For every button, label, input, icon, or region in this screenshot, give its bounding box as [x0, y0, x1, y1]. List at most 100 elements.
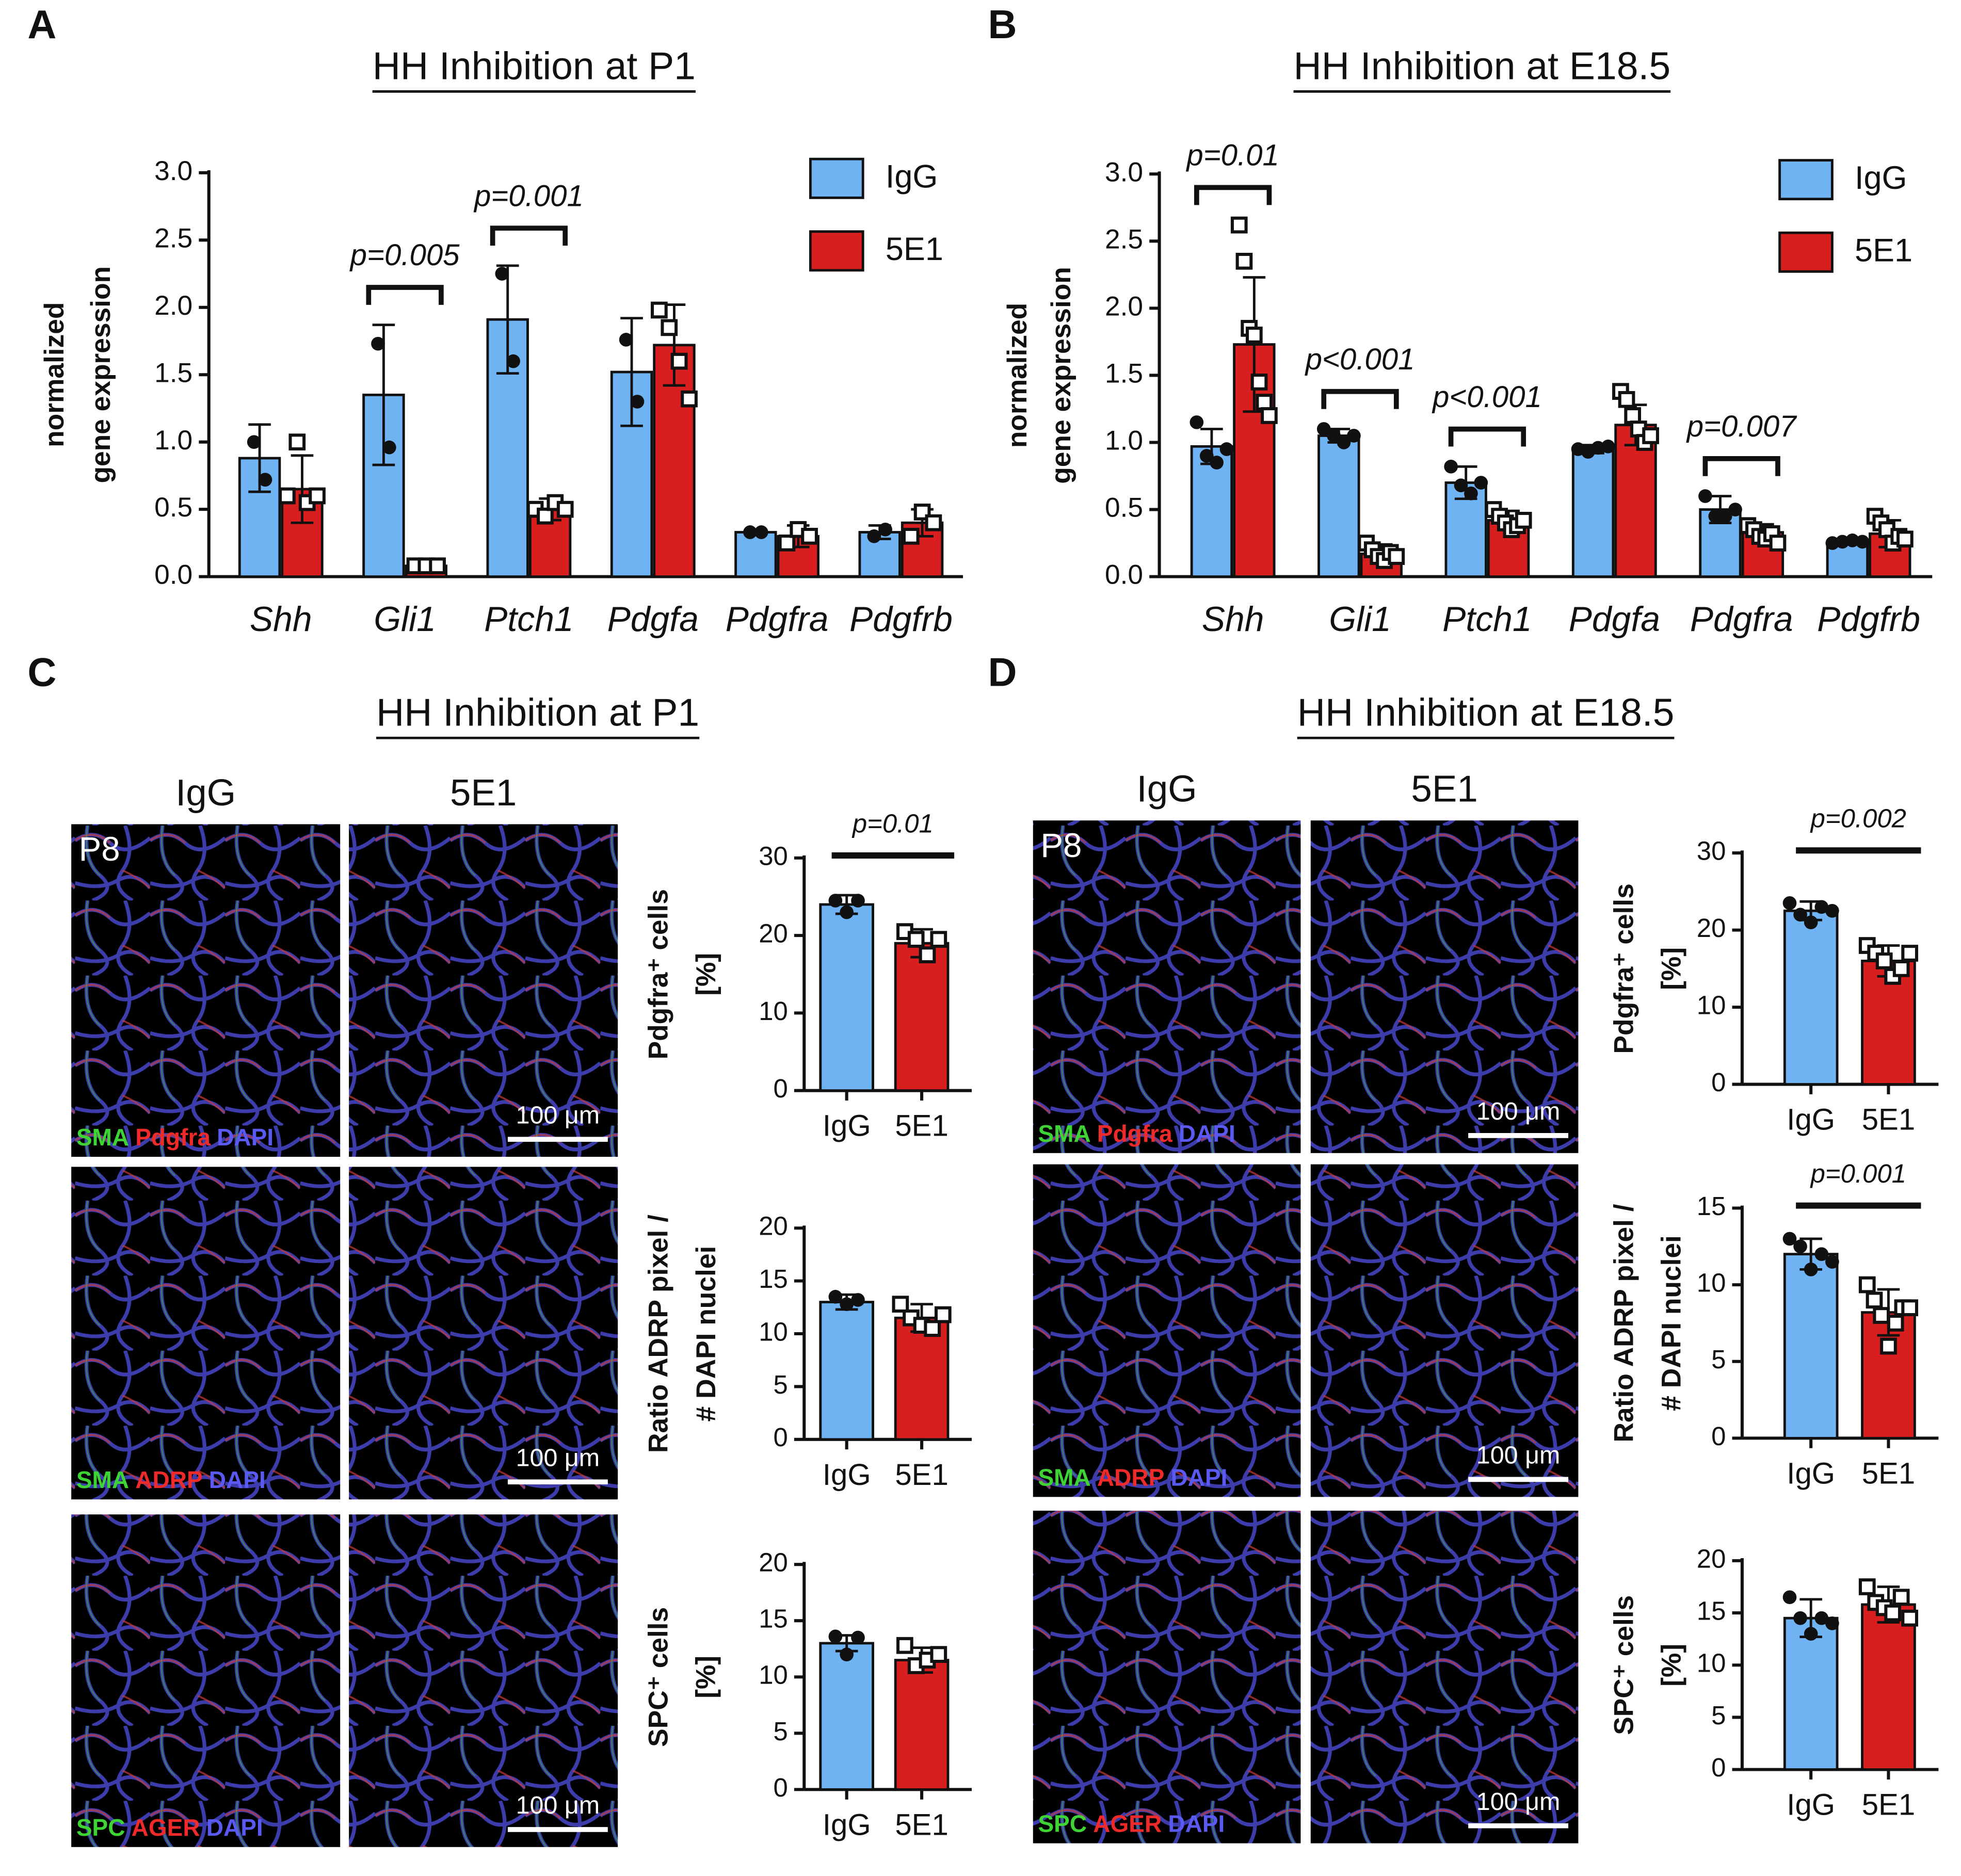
y-tick-label: 20	[1697, 1544, 1726, 1573]
y-tick-label: 20	[759, 1548, 788, 1577]
legend-label: IgG	[886, 159, 938, 195]
data-point	[1814, 900, 1829, 914]
x-tick-label: IgG	[1787, 1457, 1835, 1490]
micrograph	[349, 1514, 618, 1847]
y-tick-label: 2.0	[154, 290, 192, 321]
significance-bracket	[1702, 456, 1780, 476]
panel-letter: B	[988, 3, 1017, 47]
y-axis-label: # DAPI nuclei	[691, 1246, 721, 1422]
y-tick-label: 2.5	[1105, 224, 1143, 254]
significance-label: p=0.001	[473, 179, 584, 213]
x-tick-label: IgG	[823, 1109, 871, 1143]
data-point	[828, 894, 843, 908]
panel-title: HH Inhibition at E18.5	[1297, 690, 1675, 734]
stain-label: SMA ADRP DAPI	[1038, 1464, 1227, 1491]
data-point	[1814, 1611, 1829, 1625]
y-tick-label: 30	[1697, 836, 1726, 866]
x-tick-label: 5E1	[1862, 1103, 1915, 1137]
y-axis-label: normalized	[39, 302, 70, 447]
stain: SMA	[76, 1124, 129, 1151]
column-header: IgG	[175, 772, 236, 814]
stain: AGER	[1093, 1810, 1162, 1837]
stain-label: SPC AGER DAPI	[76, 1814, 263, 1841]
micrograph	[71, 1167, 341, 1500]
stain-label: SMA Pdgfra DAPI	[1038, 1120, 1235, 1147]
x-tick-label: IgG	[823, 1458, 871, 1492]
data-point	[1901, 1609, 1918, 1627]
column-header: IgG	[1137, 768, 1197, 810]
y-tick-label: 2.5	[154, 223, 192, 253]
y-axis-label: gene expression	[1046, 267, 1076, 484]
data-point	[828, 1290, 843, 1304]
data-point	[1190, 415, 1204, 429]
data-point	[1835, 535, 1850, 549]
y-tick-label: 0	[773, 1773, 787, 1802]
data-point	[556, 500, 574, 518]
bar	[894, 1659, 950, 1791]
error-bar	[496, 264, 519, 375]
data-point	[670, 352, 688, 370]
y-axis-label: [%]	[1657, 947, 1687, 990]
stain: DAPI	[1179, 1120, 1235, 1147]
stain: SMA	[76, 1466, 129, 1493]
data-point	[1230, 216, 1248, 234]
data-point	[1591, 441, 1605, 455]
data-point	[1327, 429, 1341, 443]
micrograph	[1033, 820, 1301, 1153]
y-axis-label: normalized	[1002, 303, 1033, 448]
panel-letter: C	[27, 651, 56, 695]
significance-label: p=0.001	[1810, 1159, 1906, 1188]
data-point	[778, 535, 796, 552]
y-tick-label: 10	[1697, 1648, 1726, 1678]
x-tick-label: IgG	[823, 1808, 871, 1841]
y-tick-label: 10	[759, 1660, 788, 1690]
micrograph	[349, 824, 618, 1157]
stage-label: P8	[79, 830, 120, 868]
data-point	[279, 487, 296, 505]
y-tick-label: 1.5	[1105, 359, 1143, 389]
legend-swatch	[809, 230, 864, 272]
data-point	[1845, 533, 1859, 547]
significance-label: p=0.01	[1185, 139, 1279, 172]
data-point	[1782, 1590, 1797, 1605]
y-axis-label: Pdgfra⁺ cells	[644, 889, 674, 1059]
stain: DAPI	[1170, 1464, 1227, 1491]
legend-swatch	[809, 157, 864, 199]
x-tick-label: Pdgfra	[1690, 600, 1793, 639]
stain: DAPI	[209, 1466, 266, 1493]
data-point	[925, 514, 942, 531]
micrograph	[1310, 820, 1579, 1153]
bar	[819, 1301, 875, 1441]
y-tick-label: 0	[1711, 1753, 1726, 1782]
data-point	[1858, 1578, 1876, 1595]
x-tick-label: 5E1	[895, 1458, 948, 1492]
data-point	[247, 435, 261, 449]
y-tick-label: 1.5	[154, 358, 192, 388]
data-point	[1347, 429, 1361, 443]
data-point	[681, 390, 698, 408]
data-point	[495, 267, 509, 281]
y-tick-label: 15	[1697, 1596, 1726, 1626]
data-point	[1814, 1247, 1829, 1261]
data-point	[878, 522, 892, 537]
legend-label: 5E1	[1855, 233, 1912, 269]
stain: SMA	[1038, 1464, 1090, 1491]
micrograph	[1033, 1510, 1301, 1843]
y-tick-label: 10	[1697, 991, 1726, 1020]
stain-label: SPC AGER DAPI	[1038, 1810, 1225, 1837]
significance-bracket	[1448, 426, 1526, 447]
data-point	[892, 1296, 909, 1313]
column-header: 5E1	[1411, 768, 1477, 810]
data-point	[1210, 456, 1224, 470]
data-point	[1793, 1611, 1807, 1625]
significance-bracket	[490, 225, 568, 246]
data-point	[1873, 1307, 1890, 1324]
bar	[1783, 1616, 1839, 1771]
x-tick-label: Pdgfrb	[849, 600, 953, 639]
x-tick-label: Shh	[1202, 600, 1264, 639]
y-tick-label: 1.0	[154, 425, 192, 456]
y-axis-label: gene expression	[86, 266, 116, 483]
x-tick-label: Pdgfa	[1569, 600, 1660, 639]
y-axis-label: Pdgfra⁺ cells	[1609, 883, 1639, 1054]
significance-bracket	[1321, 389, 1399, 409]
